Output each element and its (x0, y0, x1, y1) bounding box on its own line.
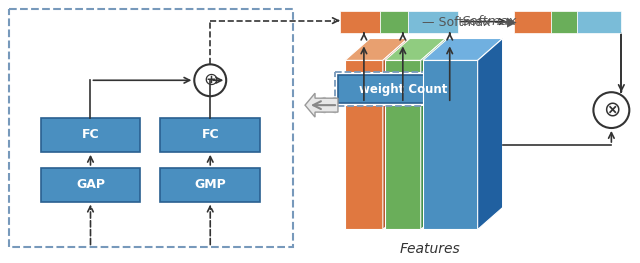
Polygon shape (423, 60, 477, 230)
Polygon shape (423, 38, 502, 60)
Polygon shape (477, 38, 502, 230)
Bar (9, 9, 293, 247)
Bar (380, 11, 408, 33)
Bar (161, 168, 260, 202)
Text: Softmax: Softmax (461, 15, 517, 28)
Bar (408, 11, 458, 33)
Text: weight Count: weight Count (358, 83, 447, 96)
Polygon shape (420, 38, 445, 230)
Polygon shape (345, 38, 408, 60)
Bar (340, 11, 380, 33)
Text: $\otimes$: $\otimes$ (603, 100, 620, 120)
Polygon shape (383, 38, 408, 230)
Polygon shape (385, 38, 445, 60)
Text: GMP: GMP (195, 178, 226, 191)
Bar (513, 11, 552, 33)
Polygon shape (385, 60, 420, 230)
Bar (40, 118, 140, 152)
Polygon shape (345, 60, 383, 230)
Bar (40, 168, 140, 202)
Text: Features: Features (399, 242, 460, 256)
Text: — Softmax —▶: — Softmax —▶ (422, 15, 517, 28)
Bar (335, 72, 470, 106)
Text: GAP: GAP (76, 178, 105, 191)
Bar (552, 11, 577, 33)
Text: FC: FC (202, 129, 219, 141)
Bar (161, 118, 260, 152)
Polygon shape (305, 93, 338, 117)
Text: $\oplus$: $\oplus$ (202, 71, 218, 89)
Bar (338, 75, 468, 103)
Bar (577, 11, 621, 33)
Text: FC: FC (82, 129, 99, 141)
